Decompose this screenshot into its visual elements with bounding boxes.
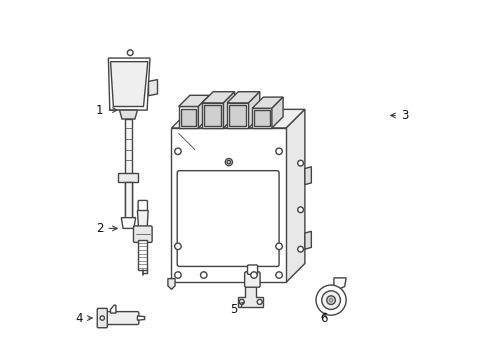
Polygon shape	[179, 107, 198, 128]
Circle shape	[298, 246, 303, 252]
Text: 1: 1	[96, 104, 117, 117]
Polygon shape	[111, 305, 116, 313]
Polygon shape	[148, 80, 157, 96]
Polygon shape	[286, 109, 305, 282]
Circle shape	[322, 291, 341, 310]
Bar	[172, 128, 286, 282]
Polygon shape	[202, 92, 235, 103]
Polygon shape	[252, 97, 283, 108]
Polygon shape	[111, 62, 148, 107]
Bar	[229, 105, 246, 126]
Bar	[181, 109, 196, 126]
Circle shape	[127, 50, 133, 55]
Polygon shape	[137, 211, 148, 228]
Polygon shape	[108, 58, 150, 110]
Polygon shape	[227, 92, 260, 103]
Circle shape	[175, 243, 181, 249]
Polygon shape	[172, 109, 305, 128]
Polygon shape	[122, 218, 136, 228]
FancyBboxPatch shape	[138, 201, 147, 212]
Circle shape	[276, 272, 282, 278]
Polygon shape	[137, 316, 145, 320]
Circle shape	[276, 148, 282, 154]
FancyBboxPatch shape	[102, 312, 139, 324]
Circle shape	[276, 243, 282, 249]
Bar	[124, 182, 132, 218]
FancyBboxPatch shape	[177, 171, 279, 266]
Polygon shape	[227, 103, 248, 128]
FancyBboxPatch shape	[245, 272, 260, 287]
FancyBboxPatch shape	[97, 309, 107, 328]
Circle shape	[298, 160, 303, 166]
Polygon shape	[179, 95, 210, 107]
Polygon shape	[168, 279, 175, 289]
Polygon shape	[272, 97, 283, 128]
Polygon shape	[248, 92, 260, 128]
Circle shape	[316, 285, 346, 315]
Polygon shape	[223, 92, 235, 128]
Text: 3: 3	[391, 109, 408, 122]
Polygon shape	[334, 278, 346, 289]
Circle shape	[251, 272, 257, 278]
Bar	[124, 119, 132, 218]
Text: 2: 2	[96, 222, 117, 235]
Bar	[119, 173, 139, 182]
Bar	[138, 240, 147, 270]
Polygon shape	[305, 231, 311, 249]
Circle shape	[200, 272, 207, 278]
Bar	[254, 111, 270, 126]
Polygon shape	[238, 286, 263, 307]
Circle shape	[175, 148, 181, 154]
Bar	[204, 105, 221, 126]
Circle shape	[239, 300, 245, 305]
Circle shape	[329, 298, 333, 302]
Text: 6: 6	[320, 311, 328, 325]
Circle shape	[327, 296, 335, 305]
Polygon shape	[252, 108, 272, 128]
Text: 4: 4	[75, 311, 92, 325]
FancyBboxPatch shape	[247, 265, 258, 274]
Polygon shape	[120, 110, 137, 119]
Circle shape	[298, 207, 303, 213]
Circle shape	[227, 160, 231, 164]
Circle shape	[257, 300, 262, 305]
Polygon shape	[202, 103, 223, 128]
Circle shape	[100, 316, 104, 320]
FancyBboxPatch shape	[133, 226, 152, 242]
Polygon shape	[198, 95, 210, 128]
Polygon shape	[305, 167, 311, 185]
Text: 5: 5	[231, 302, 244, 316]
Circle shape	[175, 272, 181, 278]
Circle shape	[225, 158, 232, 166]
